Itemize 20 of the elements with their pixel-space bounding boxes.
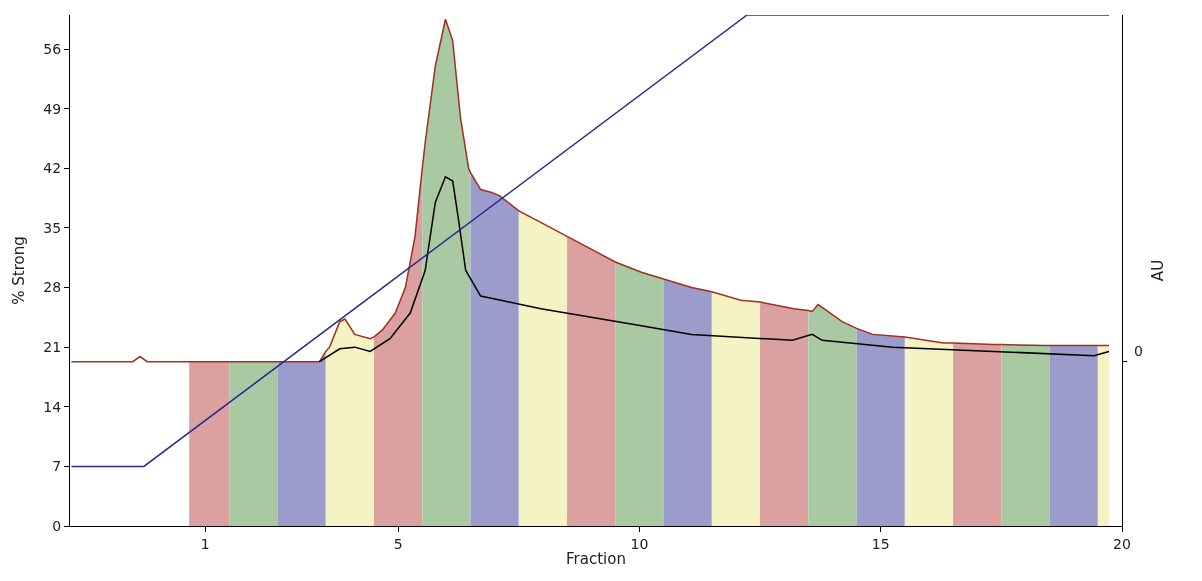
text: 0 xyxy=(1134,343,1143,359)
y2-axis-title: AU xyxy=(1149,259,1167,282)
y-tick-label: 56 xyxy=(43,40,62,57)
y-tick-label: 49 xyxy=(43,100,62,117)
y-tick-label: 0 xyxy=(52,517,62,534)
y-tick-label: 42 xyxy=(43,160,62,177)
y-tick-label: 35 xyxy=(43,219,62,236)
y-tick-label: 14 xyxy=(43,398,62,415)
x-tick-label: 5 xyxy=(393,535,403,552)
x-axis-title: Fraction xyxy=(566,549,626,568)
x-tick-label: 10 xyxy=(630,535,649,552)
x-tick-label: 1 xyxy=(200,535,210,552)
x-tick-label: 15 xyxy=(871,535,890,552)
line-series xyxy=(318,176,1110,363)
y-tick-label: 21 xyxy=(43,339,62,356)
y-tick-label: 28 xyxy=(43,279,62,296)
line-series xyxy=(70,18,1110,363)
y-axis-title: % Strong xyxy=(9,236,28,305)
y-tick-label: 7 xyxy=(52,458,62,475)
x-tick-label: 20 xyxy=(1113,535,1131,552)
